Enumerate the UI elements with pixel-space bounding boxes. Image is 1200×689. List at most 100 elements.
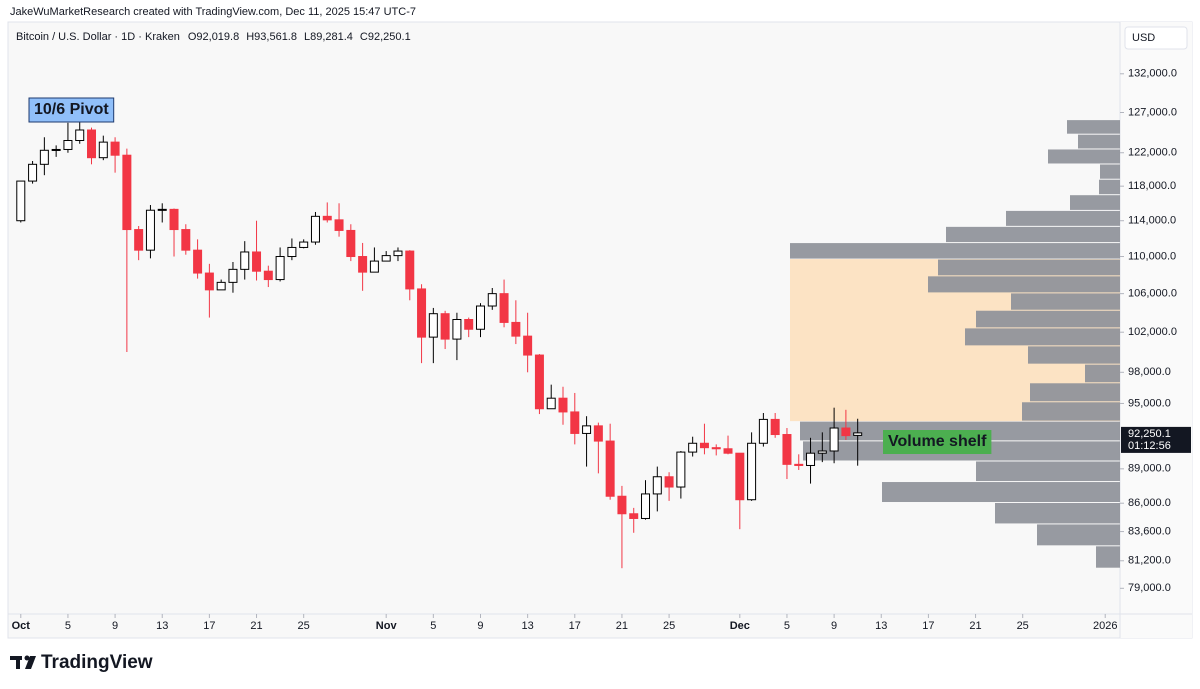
y-tick-label: 106,000.0 [1128,288,1177,300]
annotation-box [28,97,115,123]
volume-profile-bar [1100,164,1120,179]
candle-body [770,418,780,436]
volume-profile-bar [976,461,1120,482]
annotation-box [883,430,992,454]
x-tick-label: 9 [831,620,837,632]
candle-body [794,463,804,466]
volume-profile-bar [995,503,1120,524]
candle-body [699,442,709,449]
candle-body [841,427,851,437]
candle-body [87,129,97,159]
candle-body [605,440,615,497]
candle-body [487,293,497,307]
volume-profile-bar [976,310,1120,328]
x-tick-label: 17 [569,620,581,632]
volume-profile-bar [1028,346,1120,364]
candle-body [228,268,238,283]
x-tick-label: 21 [250,620,262,632]
candle-body [629,513,639,519]
last-price: 92,250.1 [1128,428,1171,440]
candle-body [28,163,38,182]
candle-body [570,411,580,434]
annotation-text: Volume shelf [888,433,987,450]
candle-body [334,219,344,231]
x-tick-label: Oct [12,620,31,632]
volume-profile-bar [928,276,1120,293]
candle-body [511,321,521,337]
volume-profile-bar [1030,383,1120,402]
price-axis-area [1120,22,1192,638]
candle-body [98,141,108,159]
candle-body [310,215,320,243]
brand-logo [10,655,36,669]
y-tick-label: 89,000.0 [1128,463,1171,475]
annotation: Volume shelf [883,430,992,454]
candle-body [782,434,792,465]
volume-profile-bar [1022,402,1120,421]
volume-profile-bar [1070,195,1120,210]
x-tick-label: 2026 [1093,620,1117,632]
volume-profile-bar [1006,210,1120,226]
candle-body [110,141,120,156]
candle-body [558,397,568,413]
ohlc-label: L89,281.4 [304,31,353,43]
x-tick-label: 25 [663,620,675,632]
x-tick-label: 21 [969,620,981,632]
candle-body [216,281,226,291]
x-tick-label: 25 [298,620,310,632]
annotation: 10/6 Pivot [28,97,115,123]
candle-body [39,149,49,165]
volume-profile-bar [1085,364,1120,383]
y-tick-label: 118,000.0 [1128,180,1176,192]
volume-profile-bar [790,243,1120,259]
y-tick-label: 122,000.0 [1128,147,1177,159]
candle-body [664,476,674,488]
candle-body [758,418,768,444]
candle-body [829,427,839,452]
x-tick-label: 25 [1017,620,1029,632]
volume-profile-bar [1011,293,1120,310]
candle-body [122,154,132,231]
x-tick-label: 13 [156,620,168,632]
candle-body [63,139,73,150]
y-tick-label: 98,000.0 [1128,366,1171,378]
x-tick-label: 5 [784,620,790,632]
candle-body [593,425,603,442]
candle-body [641,493,651,519]
candle-body [240,251,250,270]
candle-body [358,256,368,273]
candle-body [381,255,391,262]
attribution: JakeWuMarketResearch created with Tradin… [10,6,416,18]
candle-body [157,208,167,211]
x-tick-label: 17 [203,620,215,632]
candle-body [193,249,203,274]
y-tick-label: 102,000.0 [1128,326,1177,338]
ohlc-label: O92,019.8 [188,31,239,43]
x-tick-label: 17 [922,620,934,632]
volume-profile-bar [882,482,1120,503]
volume-profile-bar [1037,524,1120,546]
y-tick-label: 110,000.0 [1128,250,1176,262]
candle-body [204,272,214,291]
y-tick-label: 114,000.0 [1128,215,1176,227]
candle-body [417,288,427,338]
x-tick-label: 13 [522,620,534,632]
candle-body [322,215,332,221]
annotation-text: 10/6 Pivot [34,101,109,118]
candle-body [346,229,356,258]
candle-body [252,251,262,272]
candle-body [51,148,61,151]
candle-body [617,495,627,515]
x-tick-label: 5 [430,620,436,632]
candle-body [652,476,662,495]
x-tick-label: Nov [376,620,398,632]
currency-button[interactable] [1124,26,1188,50]
y-tick-label: 127,000.0 [1128,106,1177,118]
candle-body [523,335,533,356]
volume-profile-bar [1048,149,1120,164]
candle-body [475,305,485,330]
candle-body [534,354,544,410]
x-tick-label: 21 [616,620,628,632]
candle-body [287,246,297,258]
